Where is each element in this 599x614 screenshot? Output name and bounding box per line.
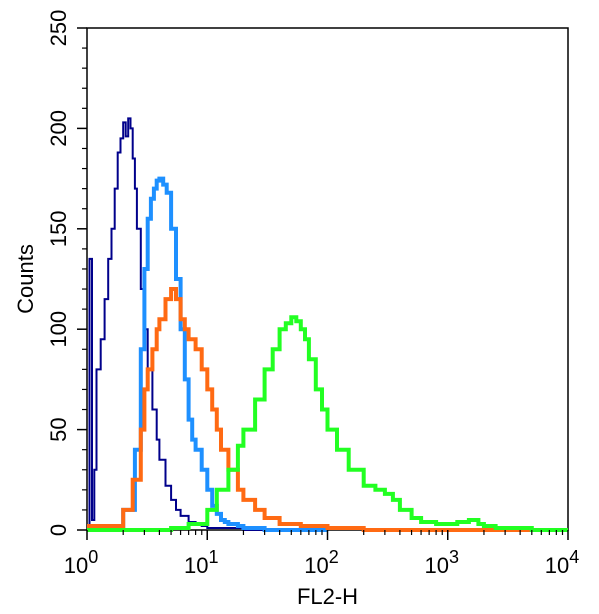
x-tick-label: 100	[64, 547, 99, 578]
y-tick-label: 150	[46, 210, 71, 247]
x-axis-title: FL2-H	[297, 584, 358, 609]
y-tick-label: 250	[46, 10, 71, 47]
y-tick-label: 100	[46, 311, 71, 348]
y-tick-label: 200	[46, 110, 71, 147]
x-tick-label: 101	[184, 547, 219, 578]
histogram-series-2	[87, 176, 328, 532]
series-layer	[87, 117, 568, 532]
x-axis: 100 101 102 103 104	[64, 530, 580, 578]
x-tick-label: 103	[425, 547, 460, 578]
x-tick-label: 102	[304, 547, 339, 578]
y-axis-title: Counts	[13, 244, 38, 314]
y-tick-label: 50	[46, 417, 71, 441]
y-tick-label: 0	[46, 524, 71, 536]
histogram-series-4	[87, 315, 568, 532]
x-tick-label: 104	[545, 547, 580, 578]
plot-area	[86, 27, 569, 532]
histogram-series-3	[87, 287, 568, 532]
y-axis: 0 50 100 150 200 250	[46, 10, 87, 536]
